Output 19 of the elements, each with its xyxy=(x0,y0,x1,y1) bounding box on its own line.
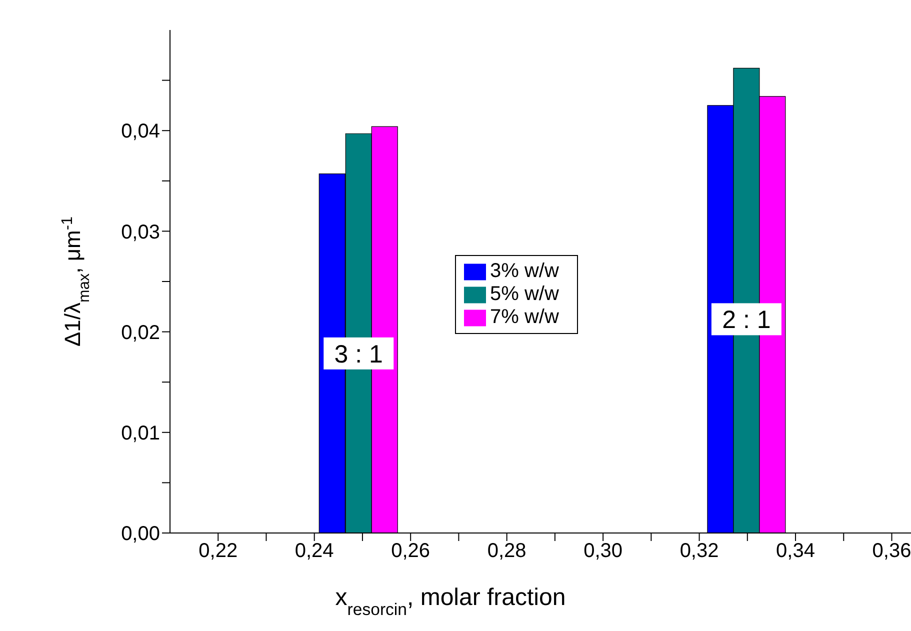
x-tick-label: 0,36 xyxy=(872,540,911,562)
y-tick-label: 0,00 xyxy=(121,523,160,546)
x-tick-label: 0,34 xyxy=(776,540,815,562)
x-tick-label: 0,24 xyxy=(294,540,334,562)
legend-label: 5% w/w xyxy=(490,283,559,305)
annotation: 3 : 1 xyxy=(334,340,383,368)
x-tick-label: 0,30 xyxy=(584,540,623,562)
legend-label: 3% w/w xyxy=(490,260,559,282)
y-tick-label: 0,02 xyxy=(121,322,160,344)
annotation: 2 : 1 xyxy=(722,306,771,334)
x-tick-label: 0,28 xyxy=(487,540,526,562)
y-tick-label: 0,03 xyxy=(121,221,160,244)
x-tick-label: 0,26 xyxy=(391,540,430,562)
x-axis-title: x$_{resorcin}$, molar fraction xyxy=(335,584,566,618)
legend-label: 7% w/w xyxy=(490,306,559,328)
y-tick-label: 0,04 xyxy=(121,120,160,143)
y-tick-label: 0,01 xyxy=(121,422,160,444)
x-tick-label: 0,32 xyxy=(680,540,719,562)
x-tick-label: 0,22 xyxy=(198,540,238,562)
